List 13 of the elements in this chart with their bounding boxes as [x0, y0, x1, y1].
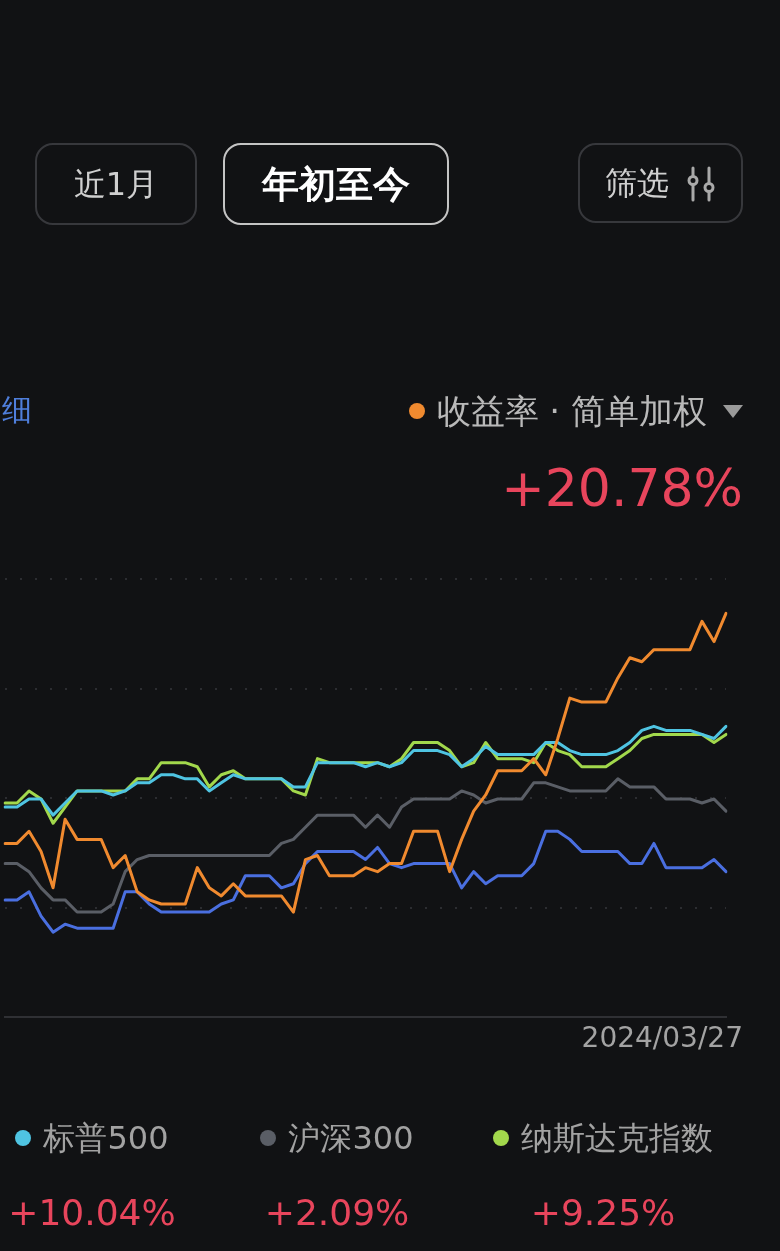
- legend-label: 沪深300: [288, 1119, 414, 1157]
- text: +2.09%: [264, 1192, 410, 1233]
- text: +9.25%: [530, 1192, 676, 1233]
- text: 2024/03/27: [581, 1021, 743, 1054]
- text: 近1月: [73, 165, 159, 203]
- text: 筛选: [604, 164, 669, 202]
- text: +10.04%: [8, 1192, 176, 1233]
- text: 细: [2, 392, 32, 427]
- text: 年初至今: [262, 162, 410, 206]
- chart-title: 收益率 · 简单加权: [436, 391, 707, 431]
- legend-label: 纳斯达克指数: [521, 1119, 713, 1157]
- legend-label: 标普500: [43, 1119, 169, 1157]
- text: +20.78%: [501, 458, 743, 518]
